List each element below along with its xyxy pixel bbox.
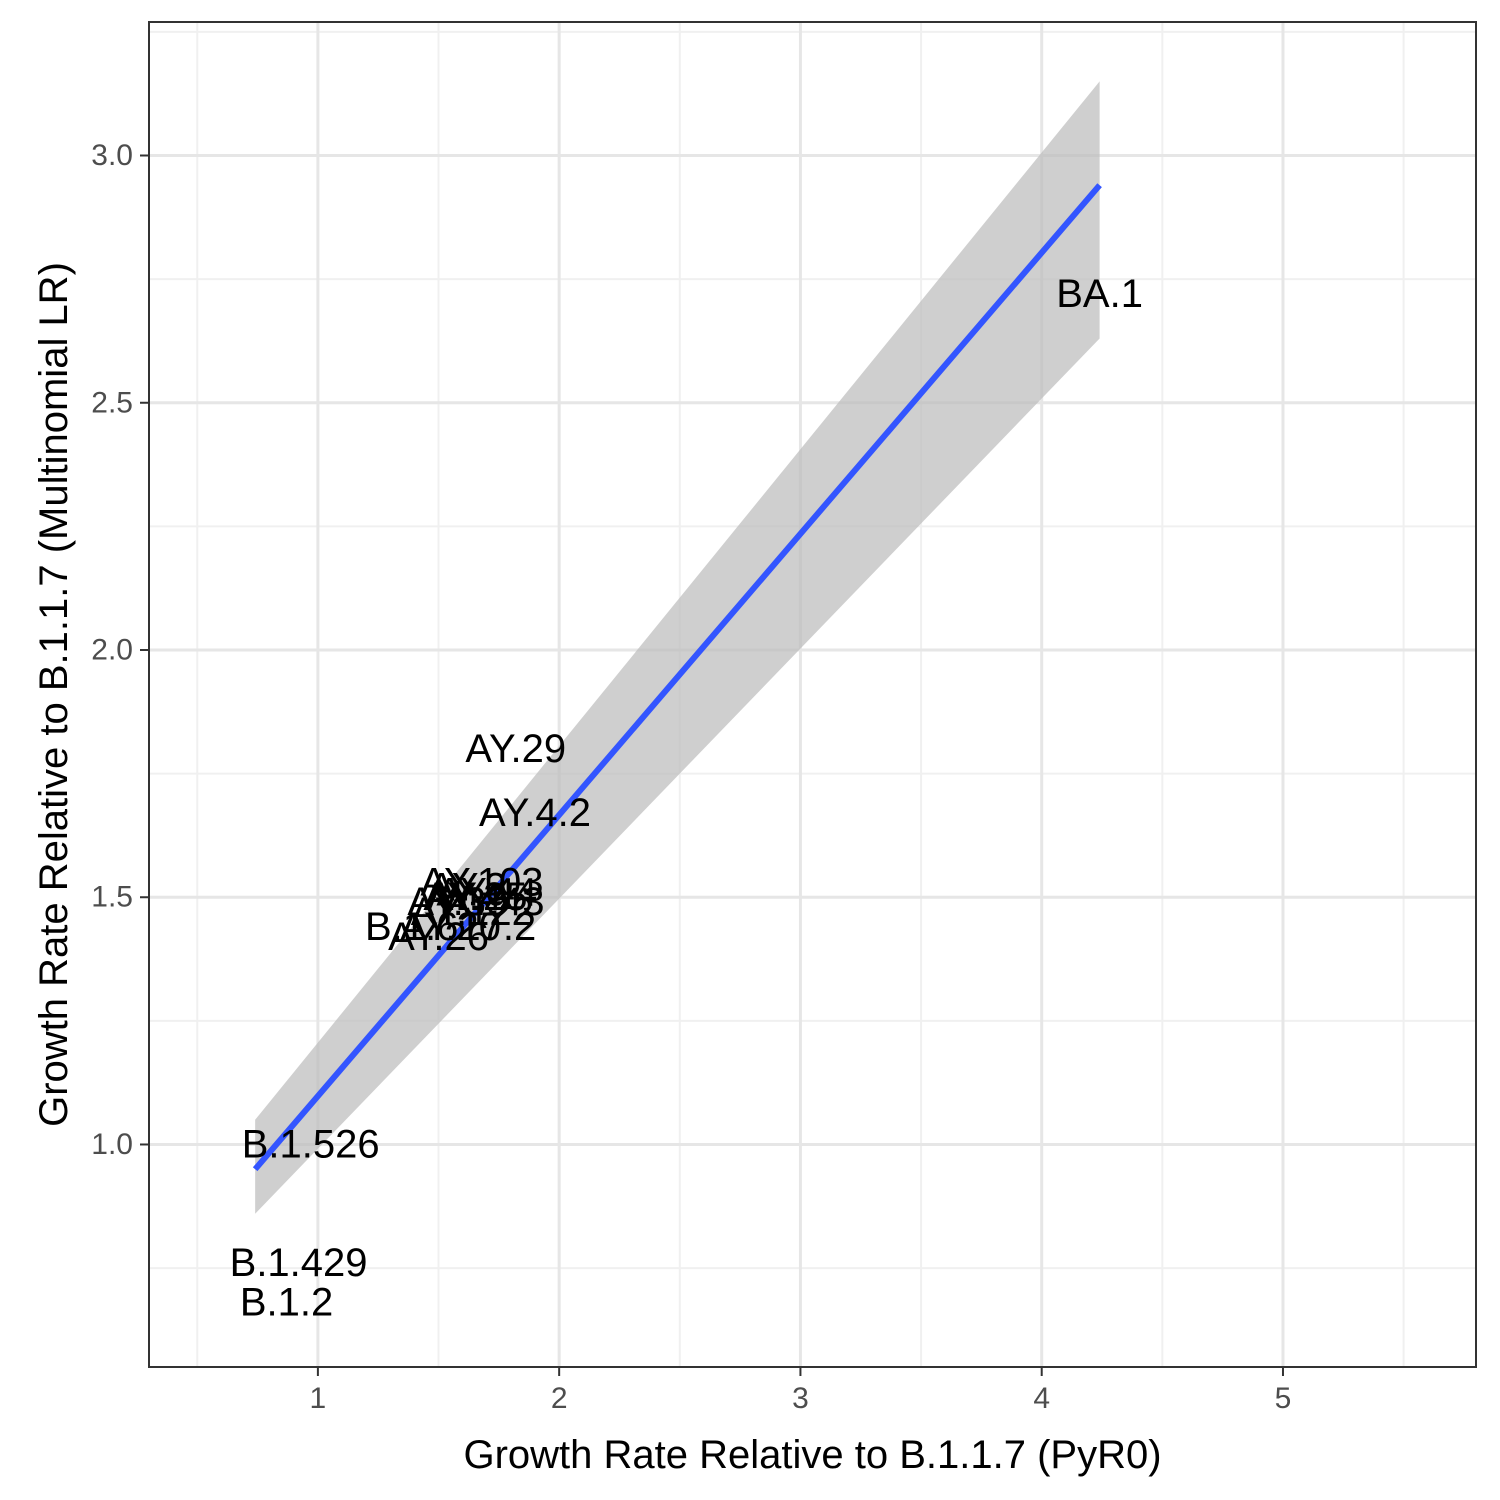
x-tick-label: 5 xyxy=(1275,1382,1292,1415)
point-label: AY.4 xyxy=(423,875,502,919)
x-tick-label: 2 xyxy=(551,1382,568,1415)
point-label: AY.3 xyxy=(428,865,507,909)
point-label: AY.26 xyxy=(388,915,489,959)
confidence-band-layer xyxy=(255,81,1100,1214)
y-tick-label: 1.5 xyxy=(91,881,133,914)
point-label: AY.43 xyxy=(444,880,545,924)
point-label: AY.39 xyxy=(407,880,508,924)
point-label: B.1.526 xyxy=(242,1122,380,1166)
minor-grid xyxy=(149,22,1476,1367)
y-tick-label: 2.5 xyxy=(91,386,133,419)
y-axis-ticks: 1.0 1.5 2.0 2.5 3.0 xyxy=(91,139,149,1161)
y-tick-label: 2.0 xyxy=(91,633,133,666)
point-label: B.1.429 xyxy=(230,1241,368,1285)
point-label: B.1.617.2 xyxy=(365,905,536,949)
x-tick-label: 4 xyxy=(1033,1382,1050,1415)
fit-line xyxy=(252,183,1102,1172)
point-label-layer: BA.1 AY.29 AY.4.2 AY.103AY.3AY.44AY.25AY.4A… xyxy=(230,272,1143,1325)
point-label: AY.25 xyxy=(427,875,528,919)
panel-border xyxy=(148,21,1477,1368)
point-label: AY.20 xyxy=(400,905,501,949)
point-label: AY.29 xyxy=(465,727,566,771)
fit-line-layer xyxy=(252,183,1102,1172)
y-tick-label: 1.0 xyxy=(91,1128,133,1161)
x-tick-label: 1 xyxy=(310,1382,327,1415)
point-label: BA.1 xyxy=(1056,272,1143,316)
x-axis-ticks: 1 2 3 4 5 xyxy=(310,1367,1292,1415)
point-label: B.1.2 xyxy=(240,1281,333,1325)
point-label: AY.4.2 xyxy=(479,791,591,835)
confidence-band xyxy=(255,81,1100,1214)
y-tick-label: 3.0 xyxy=(91,139,133,172)
x-axis-title: Growth Rate Relative to B.1.1.7 (PyR0) xyxy=(463,1433,1161,1477)
point-label: AY.44 xyxy=(436,870,537,914)
y-axis-title: Growth Rate Relative to B.1.1.7 (Multino… xyxy=(32,262,76,1127)
point-label: AY.103 xyxy=(420,860,543,904)
point-label: AY.122 xyxy=(411,890,534,934)
x-tick-label: 3 xyxy=(792,1382,809,1415)
